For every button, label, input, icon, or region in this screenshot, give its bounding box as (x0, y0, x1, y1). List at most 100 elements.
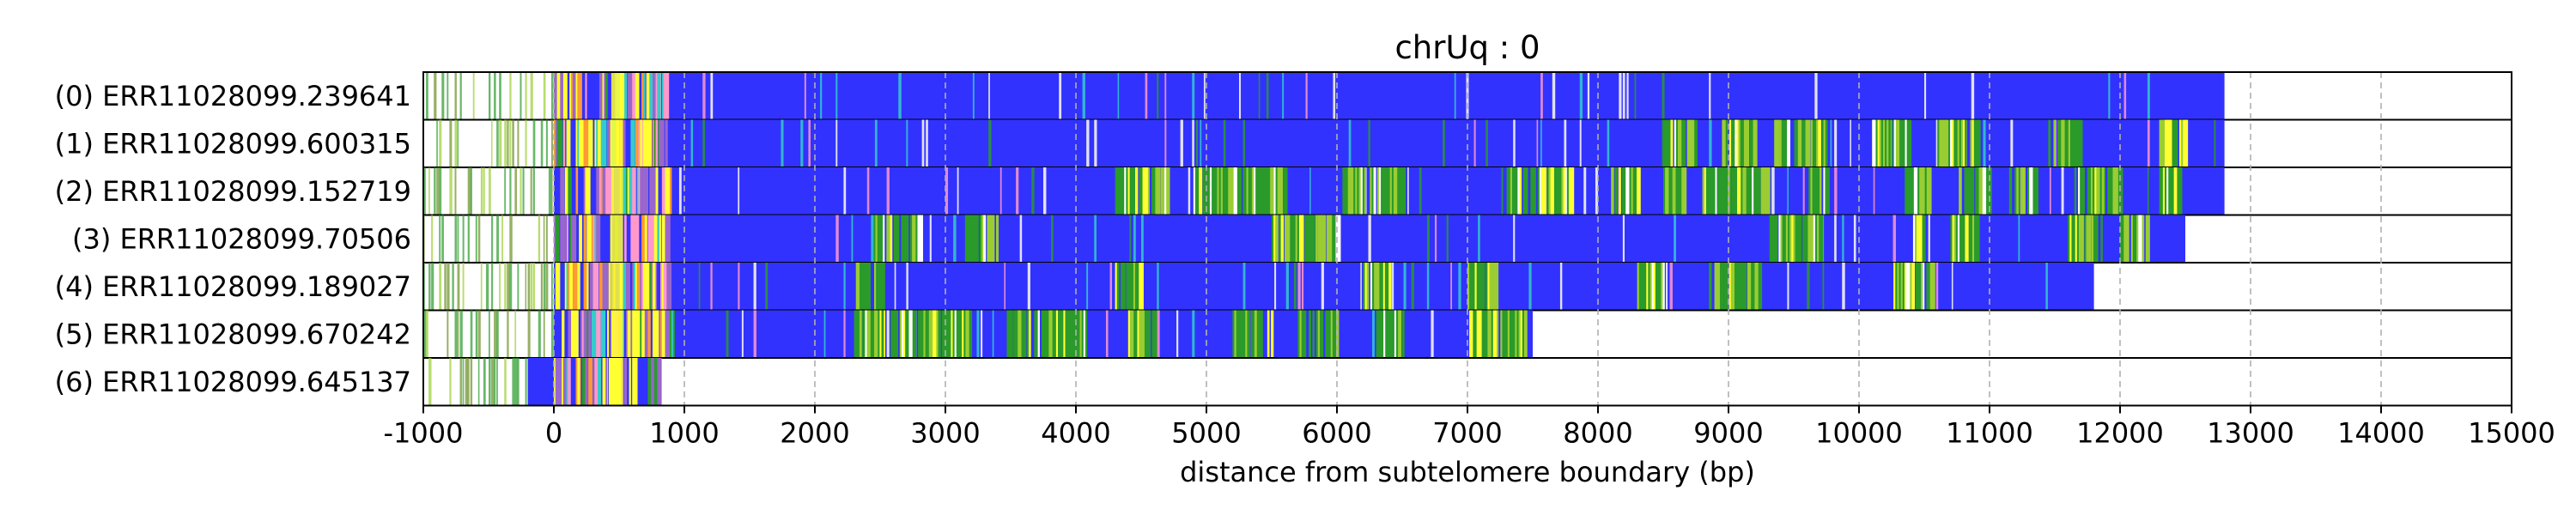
flank-line (512, 358, 515, 406)
motif-line (992, 310, 994, 358)
motif-region-line (1953, 119, 1958, 167)
motif-region-line (1741, 263, 1744, 311)
motif-region-line (1224, 167, 1230, 215)
flank-line (459, 72, 462, 120)
flank-line (543, 263, 546, 311)
motif-region-line (1758, 263, 1762, 311)
motif-line (1807, 263, 1810, 311)
motif-line (1485, 119, 1488, 167)
x-tick-label: -1000 (384, 417, 464, 450)
flank-line (496, 358, 498, 406)
motif-line (898, 72, 902, 120)
motif-region-line (1133, 263, 1136, 311)
motif-line (574, 263, 578, 311)
motif-region-line (1804, 215, 1807, 263)
motif-region-line (1751, 119, 1753, 167)
motif-line (1242, 119, 1246, 167)
motif-line (661, 119, 665, 167)
flank-line (423, 167, 426, 215)
motif-line (1133, 215, 1136, 263)
motif-region-line (975, 215, 979, 263)
motif-region-line (1882, 119, 1886, 167)
motif-region-line (1978, 167, 1983, 215)
motif-region-line (2068, 215, 2071, 263)
motif-line (655, 119, 658, 167)
motif-region-line (1655, 263, 1662, 311)
motif-region-line (1491, 263, 1495, 311)
motif-region-line (1327, 215, 1332, 263)
motif-region-line (1709, 263, 1712, 311)
motif-line (1669, 263, 1673, 311)
flank-line (457, 215, 459, 263)
motif-region-line (1714, 263, 1717, 311)
motif-line (1192, 119, 1194, 167)
motif-region-line (1228, 167, 1230, 215)
motif-region-line (857, 263, 861, 311)
flank-line (439, 263, 442, 311)
motif-line (1195, 119, 1199, 167)
flank-line (525, 358, 527, 406)
motif-region-line (1055, 310, 1059, 358)
motif-region-line (983, 215, 987, 263)
flank-line (467, 167, 471, 215)
motif-line (555, 263, 558, 311)
motif-region-line (1084, 310, 1088, 358)
motif-region-line (1735, 119, 1737, 167)
flank-line (452, 263, 454, 311)
motif-region-line (1688, 119, 1691, 167)
motif-line (627, 310, 633, 358)
motif-region-line (2048, 119, 2051, 167)
motif-region-line (1052, 310, 1057, 358)
motif-region-line (1487, 310, 1493, 358)
flank-line (426, 310, 428, 358)
motif-region-line (897, 215, 900, 263)
motif-line (594, 358, 601, 406)
motif-line (2214, 119, 2216, 167)
motif-line (1407, 167, 1409, 215)
motif-region-line (2132, 215, 2136, 263)
motif-line (623, 263, 627, 311)
motif-line (1893, 215, 1896, 263)
x-tick-label: 7000 (1432, 417, 1502, 450)
flank-line (449, 167, 453, 215)
motif-region-line (1753, 119, 1758, 167)
motif-region-line (1139, 167, 1144, 215)
motif-region-line (1377, 263, 1380, 311)
motif-line (981, 310, 983, 358)
x-tick-label: 3000 (910, 417, 980, 450)
motif-region-line (1973, 119, 1978, 167)
flank-line (459, 358, 462, 406)
motif-region-line (1743, 119, 1750, 167)
motif-region-line (1791, 215, 1795, 263)
motif-line (2018, 215, 2020, 263)
flank-line (470, 167, 472, 215)
motif-line (562, 310, 565, 358)
flank-line (489, 310, 490, 358)
motif-region-line (1482, 310, 1488, 358)
motif-region-line (1731, 119, 1736, 167)
motif-region-line (1166, 167, 1170, 215)
flank-line (514, 310, 517, 358)
flank-line (483, 358, 486, 406)
flank-line (522, 167, 525, 215)
motif-line (652, 72, 659, 120)
motif-region-line (1796, 215, 1802, 263)
motif-region-line (2142, 215, 2145, 263)
motif-line (1473, 119, 1476, 167)
flank-line (447, 263, 450, 311)
motif-line (835, 215, 839, 263)
flank-line (496, 310, 499, 358)
motif-region-line (1232, 310, 1235, 358)
motif-region-line (1743, 263, 1747, 311)
motif-line (585, 72, 587, 120)
motif-region-line (1728, 167, 1731, 215)
motif-region-line (1530, 167, 1536, 215)
flank-line (517, 119, 519, 167)
motif-line (1368, 215, 1371, 263)
motif-region-line (1144, 310, 1147, 358)
flank-line (543, 215, 545, 263)
motif-line (1203, 72, 1206, 120)
motif-region-line (1672, 167, 1676, 215)
motif-region-line (1239, 167, 1242, 215)
